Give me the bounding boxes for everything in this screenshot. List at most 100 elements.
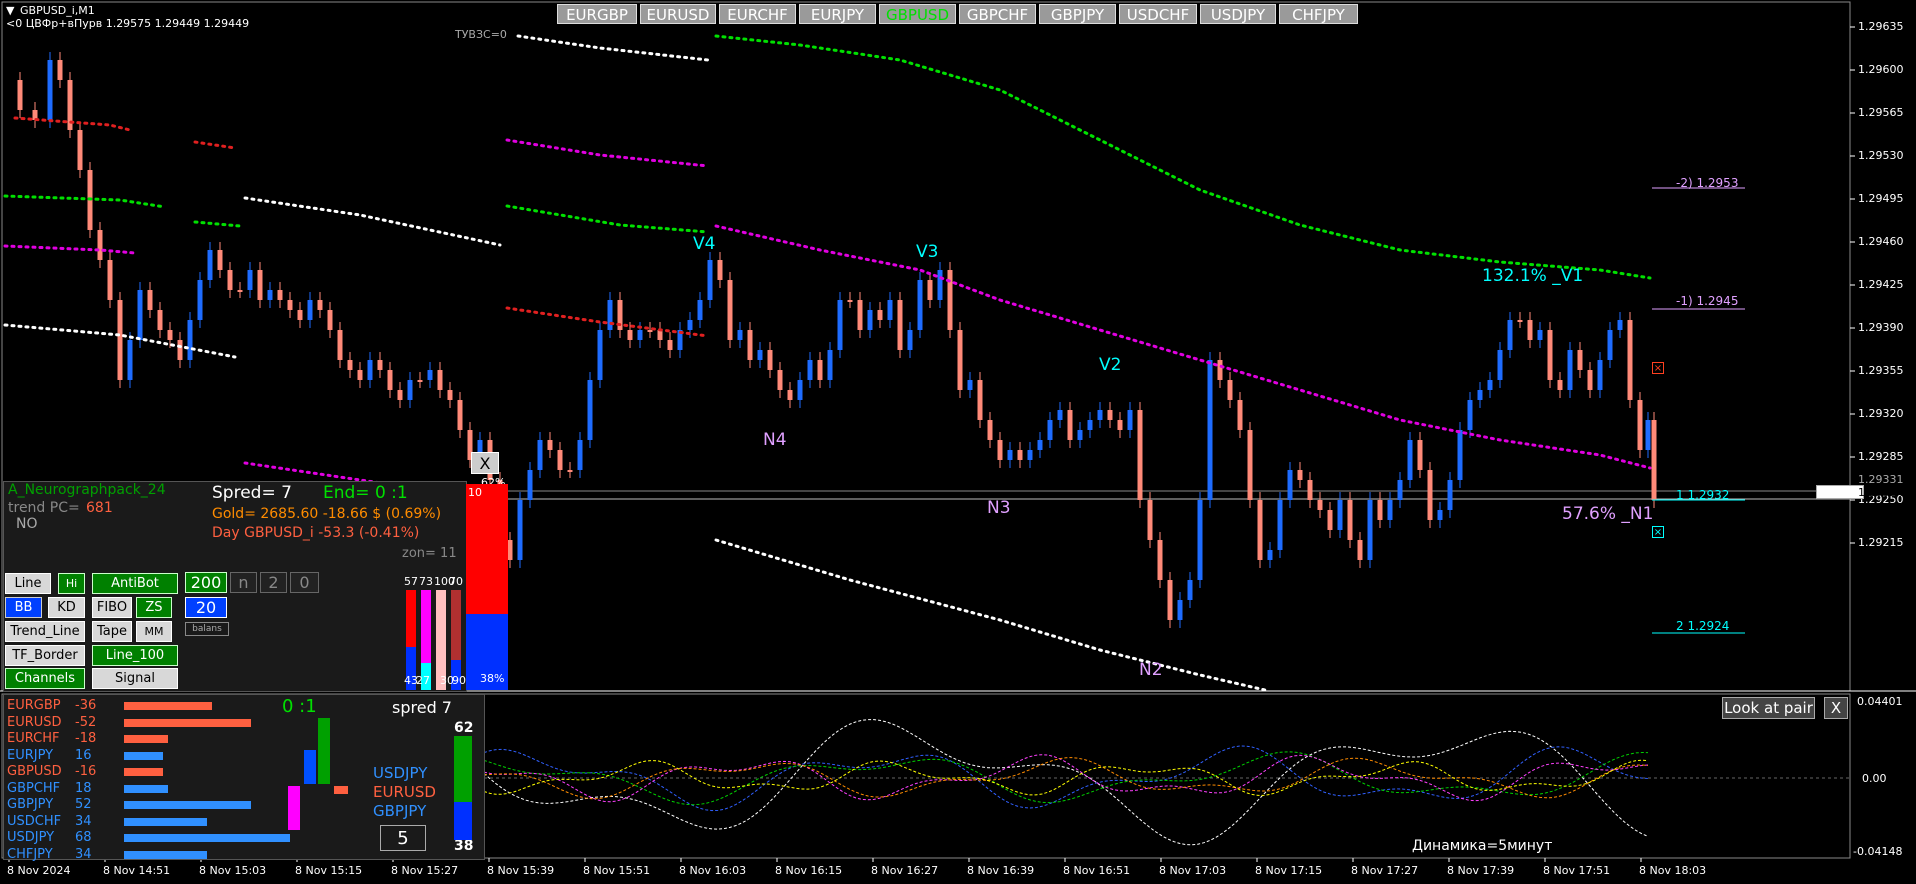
line-button[interactable]: Line <box>5 573 51 594</box>
price-tick: 1.29250 <box>1858 493 1904 506</box>
candle-body <box>537 440 543 470</box>
price-tick: 1.29635 <box>1858 20 1904 33</box>
candle-body <box>207 250 213 280</box>
strength-blue-bar <box>454 802 472 840</box>
candle-body <box>717 260 723 280</box>
tab-eurchf[interactable]: EURCHF <box>719 4 796 24</box>
balans-button[interactable]: balans <box>185 622 229 636</box>
channels-button[interactable]: Channels <box>5 668 85 689</box>
candle-body <box>757 350 763 360</box>
candle-body <box>1607 330 1613 360</box>
time-tick: 8 Nov 17:27 <box>1351 864 1419 877</box>
candle-body <box>257 270 263 300</box>
strength-row-eurchf[interactable]: EURCHF -18 <box>7 731 115 747</box>
top-pair-2: EURUSD <box>373 783 436 801</box>
sell-close-icon[interactable]: × <box>1652 362 1664 374</box>
strength-bar <box>124 817 207 826</box>
strength-row-usdchf[interactable]: USDCHF 34 <box>7 814 115 830</box>
candle-body <box>1267 550 1273 560</box>
strength-pair-name: CHFJPY <box>7 846 53 862</box>
candle-body <box>197 280 203 320</box>
candle-body <box>1347 500 1353 540</box>
antibot-button[interactable]: AntiBot <box>92 573 178 594</box>
tab-usdchf[interactable]: USDCHF <box>1119 4 1197 24</box>
time-tick: 8 Nov 17:15 <box>1255 864 1323 877</box>
strength-row-eurjpy[interactable]: EURJPY 16 <box>7 748 115 764</box>
candle-body <box>1067 410 1073 440</box>
candle-body <box>297 310 303 320</box>
look-at-pair-button[interactable]: Look at pair <box>1722 697 1815 719</box>
strength-row-gbpchf[interactable]: GBPCHF 18 <box>7 781 115 797</box>
candle-body <box>1227 380 1233 400</box>
candle-body <box>1437 510 1443 520</box>
tab-chfjpy[interactable]: CHFJPY <box>1279 4 1358 24</box>
zs-button[interactable]: ZS <box>136 597 172 618</box>
strength-row-usdjpy[interactable]: USDJPY 68 <box>7 830 115 846</box>
hi-button[interactable]: Hi <box>58 573 85 594</box>
panel-close-button[interactable]: X <box>471 452 499 474</box>
trend-line-button[interactable]: Trend_Line <box>5 621 85 642</box>
time-tick: 8 Nov 17:39 <box>1447 864 1515 877</box>
wave-v4-label: V4 <box>693 234 716 254</box>
candle-body <box>907 330 913 350</box>
strength-row-gbpusd[interactable]: GBPUSD -16 <box>7 764 115 780</box>
strength-row-gbpjpy[interactable]: GBPJPY 52 <box>7 797 115 813</box>
ma-green-seg <box>505 204 710 234</box>
line100-button[interactable]: Line_100 <box>92 645 178 666</box>
wave-n3-label: N3 <box>987 498 1011 518</box>
mm-button[interactable]: MM <box>136 621 172 642</box>
candle-body <box>237 290 243 292</box>
level-1: 1 1.2932 <box>1676 488 1730 502</box>
chart-menu-icon[interactable]: ▼ <box>6 4 15 17</box>
price-tick: 1.29495 <box>1858 192 1904 205</box>
candle-body <box>1217 360 1223 380</box>
n2-field[interactable]: 2 <box>260 572 287 593</box>
time-tick: 8 Nov 14:51 <box>103 864 171 877</box>
tab-usdjpy[interactable]: USDJPY <box>1200 4 1276 24</box>
tab-eurjpy[interactable]: EURJPY <box>799 4 876 24</box>
strength-row-chfjpy[interactable]: CHFJPY 34 <box>7 847 115 863</box>
candle-body <box>1317 500 1323 510</box>
price-tick: 1.29530 <box>1858 149 1904 162</box>
strength-pair-name: EURGBP <box>7 698 61 713</box>
tab-eurusd[interactable]: EURUSD <box>640 4 716 24</box>
buy-close-icon[interactable]: × <box>1652 526 1664 538</box>
period-200-field[interactable]: 200 <box>185 572 227 593</box>
value-20-field[interactable]: 20 <box>185 597 227 618</box>
strength-row-eurusd[interactable]: EURUSD -52 <box>7 715 115 731</box>
strength-col-magenta <box>288 786 300 830</box>
candle-body <box>527 470 533 500</box>
tape-button[interactable]: Tape <box>92 621 132 642</box>
mini-bar-label-top: 73 <box>419 575 433 588</box>
osc-magenta <box>483 754 1649 803</box>
strength-row-eurgbp[interactable]: EURGBP -36 <box>7 698 115 714</box>
time-tick: 8 Nov 16:15 <box>775 864 843 877</box>
candle-body <box>637 330 643 340</box>
candle-body <box>167 330 173 340</box>
candle-body <box>547 440 553 450</box>
strength-pair-name: EURUSD <box>7 714 62 730</box>
candle-body <box>247 270 253 290</box>
n-field[interactable]: n <box>230 572 257 593</box>
ma-white-top <box>516 34 710 62</box>
kd-button[interactable]: KD <box>48 597 85 618</box>
tab-gbpchf[interactable]: GBPCHF <box>959 4 1036 24</box>
osc-close-button[interactable]: X <box>1824 697 1848 719</box>
tab-eurgbp[interactable]: EURGBP <box>557 4 637 24</box>
n0-field[interactable]: 0 <box>290 572 319 593</box>
bb-button[interactable]: BB <box>5 597 42 618</box>
strength-col-blue <box>304 750 316 784</box>
candle-body <box>1507 320 1513 350</box>
tf-border-button[interactable]: TF_Border <box>5 645 85 666</box>
candle-body <box>1457 430 1463 480</box>
candle-body <box>1187 580 1193 600</box>
ma-green-left2 <box>193 220 242 228</box>
candle-body <box>1587 370 1593 390</box>
signal-button[interactable]: Signal <box>92 668 178 689</box>
candle-body <box>1047 420 1053 440</box>
tab-gbpjpy[interactable]: GBPJPY <box>1039 4 1116 24</box>
tab-gbpusd[interactable]: GBPUSD <box>879 4 956 24</box>
candle-body <box>1167 580 1173 620</box>
fibo-button[interactable]: FIBO <box>92 597 132 618</box>
